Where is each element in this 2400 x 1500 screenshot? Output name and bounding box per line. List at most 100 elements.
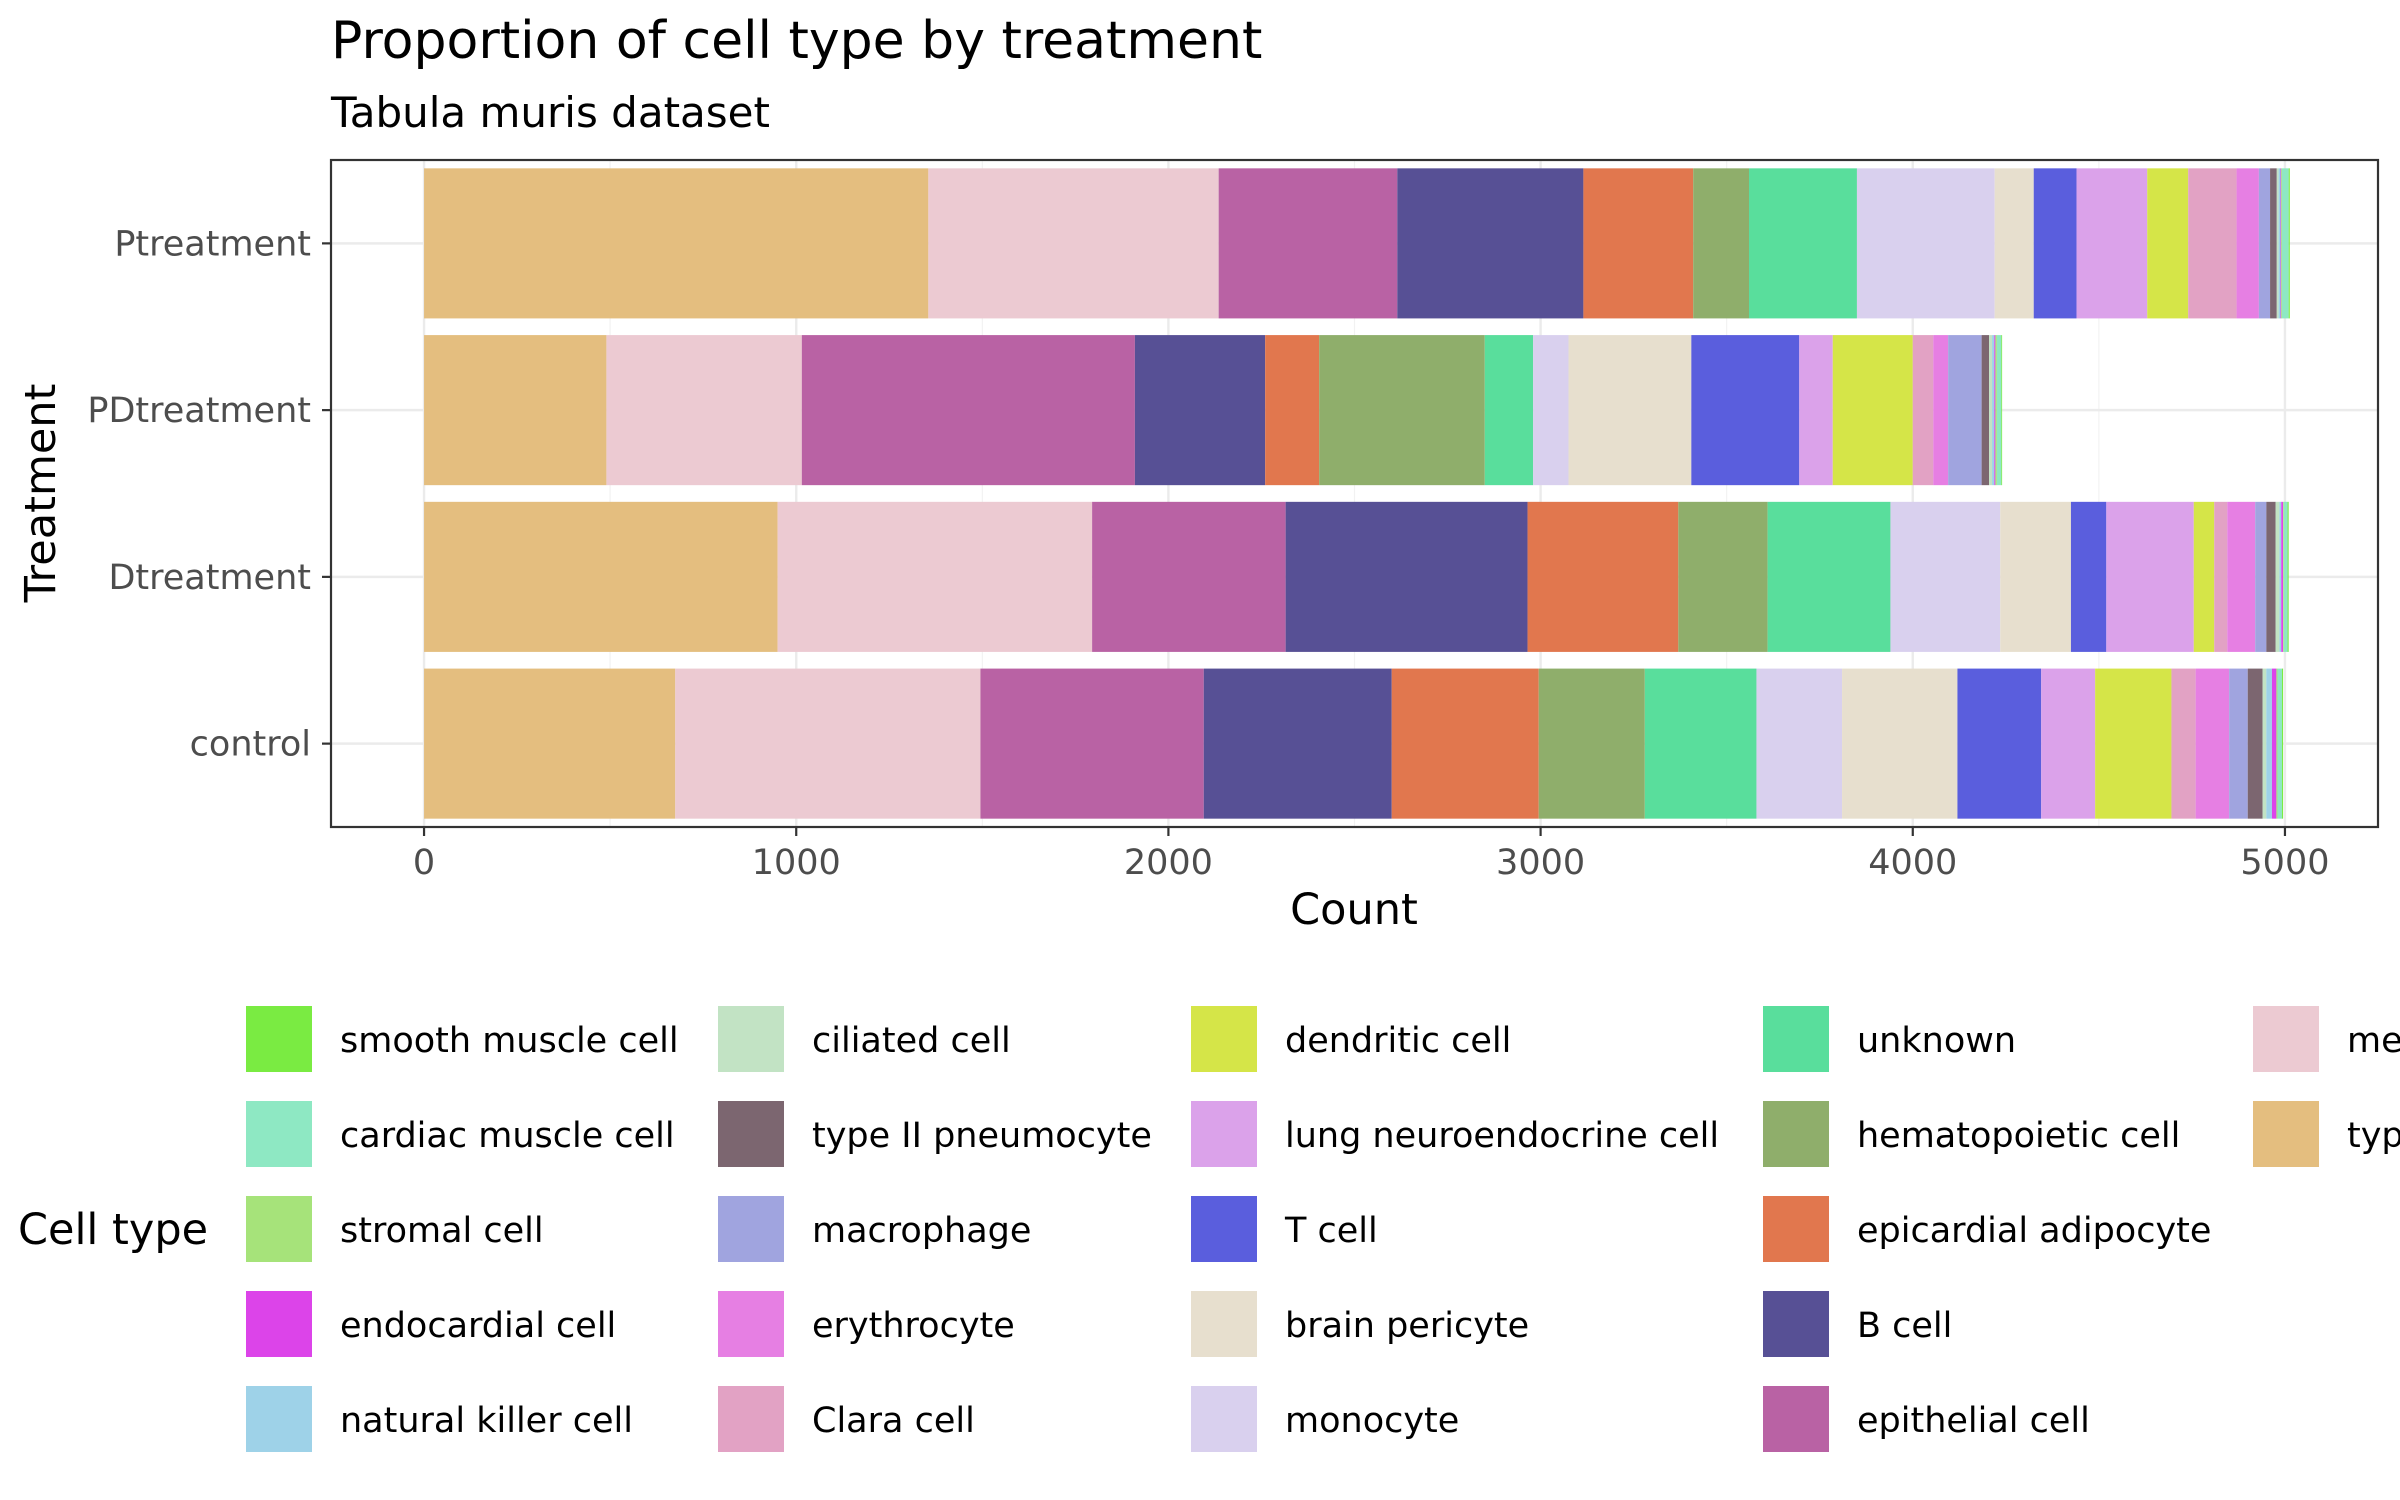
legend-key-brain-pericyte bbox=[1191, 1291, 1257, 1357]
bar-pdtreatment-cardiac-muscle-cell bbox=[1996, 335, 2002, 486]
legend-label-endocardial-cell: endocardial cell bbox=[340, 1306, 616, 1346]
legend-key-natural-killer-cell bbox=[246, 1386, 312, 1452]
legend-key-ciliated-cell bbox=[718, 1006, 784, 1072]
legend-label-unknown: unknown bbox=[1857, 1021, 2016, 1061]
bar-ptreatment-type-b-pancreatic-cell bbox=[424, 168, 929, 319]
plot-panel-border bbox=[329, 158, 2380, 829]
bar-dtreatment-hematopoietic-cell bbox=[1678, 501, 1768, 652]
bar-ptreatment-cardiac-muscle-cell bbox=[2281, 168, 2289, 319]
x-tick-label: 4000 bbox=[1868, 843, 1957, 883]
legend-label-lung-neuroendocrine-cell: lung neuroendocrine cell bbox=[1285, 1116, 1719, 1156]
bar-pdtreatment-macrophage bbox=[1948, 335, 1982, 486]
bar-ptreatment-lung-neuroendocrine-cell bbox=[2076, 168, 2148, 319]
bar-ptreatment-mesenchymal-cell bbox=[928, 168, 1219, 319]
legend-key-epicardial-adipocyte bbox=[1763, 1196, 1829, 1262]
bar-control-t-cell bbox=[1957, 668, 2042, 819]
bar-ptreatment-erythrocyte bbox=[2236, 168, 2259, 319]
bar-ptreatment-monocyte bbox=[1856, 168, 1995, 319]
legend-key-unknown bbox=[1763, 1006, 1829, 1072]
bar-ptreatment-brain-pericyte bbox=[1994, 168, 2034, 319]
bar-control-brain-pericyte bbox=[1842, 668, 1958, 819]
bars bbox=[424, 168, 2290, 819]
bar-control-type-b-pancreatic-cell bbox=[424, 668, 676, 819]
bar-dtreatment-unknown bbox=[1767, 501, 1891, 652]
bar-ptreatment-natural-killer-cell bbox=[2278, 168, 2281, 319]
bar-control-hematopoietic-cell bbox=[1538, 668, 1645, 819]
bar-dtreatment-type-b-pancreatic-cell bbox=[424, 501, 778, 652]
bar-pdtreatment-t-cell bbox=[1691, 335, 1800, 486]
bar-control-epicardial-adipocyte bbox=[1391, 668, 1539, 819]
legend-key-type-b-pancreatic-cell bbox=[2253, 1101, 2319, 1167]
bar-pdtreatment-brain-pericyte bbox=[1568, 335, 1692, 486]
bar-dtreatment-epithelial-cell bbox=[1092, 501, 1286, 652]
legend-label-ciliated-cell: ciliated cell bbox=[812, 1021, 1011, 1061]
axes: 0 1000 2000 3000 4000 5000 control Dtreatment PD… bbox=[87, 224, 2329, 883]
bar-ptreatment-t-cell bbox=[2033, 168, 2077, 319]
bar-ptreatment-b-cell bbox=[1397, 168, 1584, 319]
legend-key-cardiac-muscle-cell bbox=[246, 1101, 312, 1167]
bar-pdtreatment-stromal-cell bbox=[1995, 335, 1997, 486]
legend-label-monocyte: monocyte bbox=[1285, 1401, 1459, 1441]
legend-key-erythrocyte bbox=[718, 1291, 784, 1357]
legend-key-hematopoietic-cell bbox=[1763, 1101, 1829, 1167]
bar-ptreatment-epithelial-cell bbox=[1218, 168, 1398, 319]
legend-title: Cell type bbox=[18, 1205, 208, 1255]
bar-ptreatment-ciliated-cell bbox=[2276, 168, 2279, 319]
bar-pdtreatment-endocardial-cell bbox=[1994, 335, 1996, 486]
bar-dtreatment-t-cell bbox=[2070, 501, 2107, 652]
bar-ptreatment-endocardial-cell bbox=[2280, 168, 2282, 319]
bar-dtreatment-type-ii-pneumocyte bbox=[2266, 501, 2276, 652]
bar-pdtreatment-epicardial-adipocyte bbox=[1265, 335, 1320, 486]
x-tick-label: 2000 bbox=[1124, 843, 1213, 883]
y-tick-label: PDtreatment bbox=[87, 391, 311, 431]
bar-ptreatment-smooth-muscle-cell bbox=[2288, 168, 2290, 319]
legend-label-type-b-pancreatic-cell: type B pancreatic cell bbox=[2347, 1116, 2400, 1156]
y-tick-label: Ptreatment bbox=[114, 224, 311, 264]
legend-label-type-ii-pneumocyte: type II pneumocyte bbox=[812, 1116, 1152, 1156]
bar-pdtreatment-type-b-pancreatic-cell bbox=[424, 335, 607, 486]
bar-control-dendritic-cell bbox=[2095, 668, 2172, 819]
legend-key-type-ii-pneumocyte bbox=[718, 1101, 784, 1167]
bar-pdtreatment-epithelial-cell bbox=[801, 335, 1135, 486]
bar-control-erythrocyte bbox=[2195, 668, 2230, 819]
legend-key-stromal-cell bbox=[246, 1196, 312, 1262]
bar-dtreatment-monocyte bbox=[1890, 501, 2001, 652]
bar-ptreatment-dendritic-cell bbox=[2147, 168, 2189, 319]
legend-label-clara-cell: Clara cell bbox=[812, 1401, 975, 1441]
legend-label-macrophage: macrophage bbox=[812, 1211, 1031, 1251]
legend-label-dendritic-cell: dendritic cell bbox=[1285, 1021, 1511, 1061]
bar-control-epithelial-cell bbox=[980, 668, 1204, 819]
bar-ptreatment-type-ii-pneumocyte bbox=[2270, 168, 2277, 319]
bar-dtreatment-epicardial-adipocyte bbox=[1527, 501, 1679, 652]
bar-control-endocardial-cell bbox=[2271, 668, 2277, 819]
bar-dtreatment-cardiac-muscle-cell bbox=[2283, 501, 2288, 652]
chart-title: Proportion of cell type by treatment bbox=[331, 11, 1262, 71]
bar-ptreatment-unknown bbox=[1749, 168, 1857, 319]
bar-ptreatment-epicardial-adipocyte bbox=[1583, 168, 1694, 319]
legend-key-t-cell bbox=[1191, 1196, 1257, 1262]
x-tick-label: 1000 bbox=[752, 843, 841, 883]
legend: smooth muscle cell cardiac muscle cell str… bbox=[246, 1006, 2400, 1452]
bar-control-lung-neuroendocrine-cell bbox=[2041, 668, 2096, 819]
bar-pdtreatment-mesenchymal-cell bbox=[606, 335, 802, 486]
bar-control-ciliated-cell bbox=[2262, 668, 2267, 819]
bar-pdtreatment-clara-cell bbox=[1912, 335, 1934, 486]
bar-ptreatment-clara-cell bbox=[2188, 168, 2237, 319]
bar-pdtreatment-erythrocyte bbox=[1933, 335, 1949, 486]
bar-control-type-ii-pneumocyte bbox=[2247, 668, 2263, 819]
legend-key-dendritic-cell bbox=[1191, 1006, 1257, 1072]
bar-pdtreatment-type-ii-pneumocyte bbox=[1981, 335, 1990, 486]
legend-key-mesenchymal-cell bbox=[2253, 1006, 2319, 1072]
bar-pdtreatment-hematopoietic-cell bbox=[1319, 335, 1485, 486]
bar-control-unknown bbox=[1644, 668, 1757, 819]
legend-label-stromal-cell: stromal cell bbox=[340, 1211, 544, 1251]
x-tick-label: 5000 bbox=[2240, 843, 2329, 883]
x-tick-label: 0 bbox=[413, 843, 435, 883]
bar-pdtreatment-unknown bbox=[1484, 335, 1534, 486]
legend-label-hematopoietic-cell: hematopoietic cell bbox=[1857, 1116, 2180, 1156]
bar-dtreatment-ciliated-cell bbox=[2275, 501, 2280, 652]
bar-pdtreatment-smooth-muscle-cell bbox=[2001, 335, 2003, 486]
bar-dtreatment-endocardial-cell bbox=[2281, 501, 2284, 652]
bar-dtreatment-lung-neuroendocrine-cell bbox=[2106, 501, 2194, 652]
